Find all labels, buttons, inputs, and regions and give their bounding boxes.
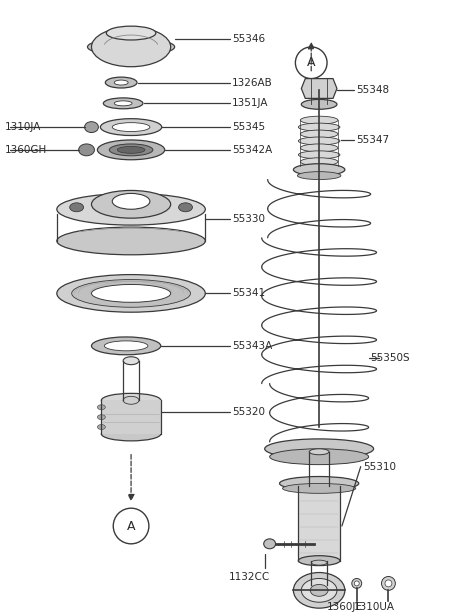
Ellipse shape	[310, 585, 328, 596]
Text: 55330: 55330	[232, 214, 265, 224]
Ellipse shape	[106, 77, 137, 88]
Ellipse shape	[298, 137, 340, 145]
Ellipse shape	[309, 449, 329, 455]
Ellipse shape	[79, 144, 95, 156]
Ellipse shape	[382, 577, 395, 590]
Text: 1132CC: 1132CC	[229, 572, 270, 583]
Ellipse shape	[300, 144, 338, 152]
Ellipse shape	[72, 279, 190, 307]
Text: 55348: 55348	[356, 85, 389, 95]
Ellipse shape	[298, 151, 340, 159]
Ellipse shape	[97, 405, 106, 410]
Ellipse shape	[101, 394, 161, 407]
Ellipse shape	[297, 172, 341, 179]
Text: 55346: 55346	[232, 34, 265, 44]
Ellipse shape	[109, 144, 153, 156]
Ellipse shape	[114, 101, 132, 106]
Ellipse shape	[300, 130, 338, 138]
Ellipse shape	[103, 98, 143, 109]
Text: 55320: 55320	[232, 407, 265, 417]
Polygon shape	[101, 400, 161, 434]
Ellipse shape	[293, 164, 345, 176]
Ellipse shape	[301, 99, 337, 109]
Ellipse shape	[112, 123, 150, 131]
Ellipse shape	[283, 483, 356, 493]
Ellipse shape	[97, 140, 165, 160]
Text: 55310: 55310	[363, 462, 396, 472]
Ellipse shape	[57, 274, 205, 312]
Text: 55342A: 55342A	[232, 145, 272, 155]
Ellipse shape	[114, 80, 128, 85]
Ellipse shape	[85, 122, 98, 133]
Ellipse shape	[123, 396, 139, 404]
Text: 1360JE: 1360JE	[327, 602, 363, 612]
Ellipse shape	[106, 26, 156, 40]
Ellipse shape	[112, 193, 150, 209]
Ellipse shape	[264, 539, 276, 549]
Ellipse shape	[352, 578, 362, 588]
Ellipse shape	[101, 427, 161, 441]
Ellipse shape	[300, 158, 338, 166]
Ellipse shape	[91, 337, 161, 355]
Ellipse shape	[57, 193, 205, 225]
Ellipse shape	[91, 190, 171, 218]
Ellipse shape	[91, 284, 171, 302]
Ellipse shape	[97, 424, 106, 430]
Ellipse shape	[280, 476, 359, 491]
Ellipse shape	[311, 560, 327, 565]
Ellipse shape	[179, 203, 193, 212]
Polygon shape	[298, 486, 340, 561]
Ellipse shape	[91, 27, 171, 67]
Text: 55343A: 55343A	[232, 341, 272, 351]
Ellipse shape	[293, 572, 345, 608]
Ellipse shape	[105, 341, 148, 351]
Text: 55345: 55345	[232, 122, 265, 132]
Polygon shape	[301, 79, 337, 98]
Ellipse shape	[88, 38, 175, 56]
Ellipse shape	[300, 116, 338, 124]
Ellipse shape	[270, 449, 369, 465]
Text: 1326AB: 1326AB	[232, 77, 273, 88]
Ellipse shape	[57, 227, 205, 255]
Ellipse shape	[385, 580, 392, 587]
Ellipse shape	[100, 119, 162, 136]
Text: A: A	[307, 56, 316, 69]
Text: 55341: 55341	[232, 289, 265, 298]
Ellipse shape	[298, 556, 340, 565]
Text: 1310UA: 1310UA	[354, 602, 395, 612]
Text: 55347: 55347	[356, 135, 389, 145]
Text: 1351JA: 1351JA	[232, 98, 268, 108]
Ellipse shape	[123, 357, 139, 365]
Ellipse shape	[298, 481, 340, 491]
Ellipse shape	[70, 203, 83, 212]
Text: 55350S: 55350S	[371, 352, 410, 363]
Ellipse shape	[265, 439, 374, 459]
Ellipse shape	[301, 578, 337, 602]
Text: A: A	[127, 519, 135, 532]
Ellipse shape	[97, 414, 106, 419]
Text: 1310JA: 1310JA	[4, 122, 41, 132]
Ellipse shape	[117, 146, 145, 154]
Ellipse shape	[354, 581, 359, 586]
Ellipse shape	[298, 123, 340, 131]
Text: 1360GH: 1360GH	[4, 145, 47, 155]
